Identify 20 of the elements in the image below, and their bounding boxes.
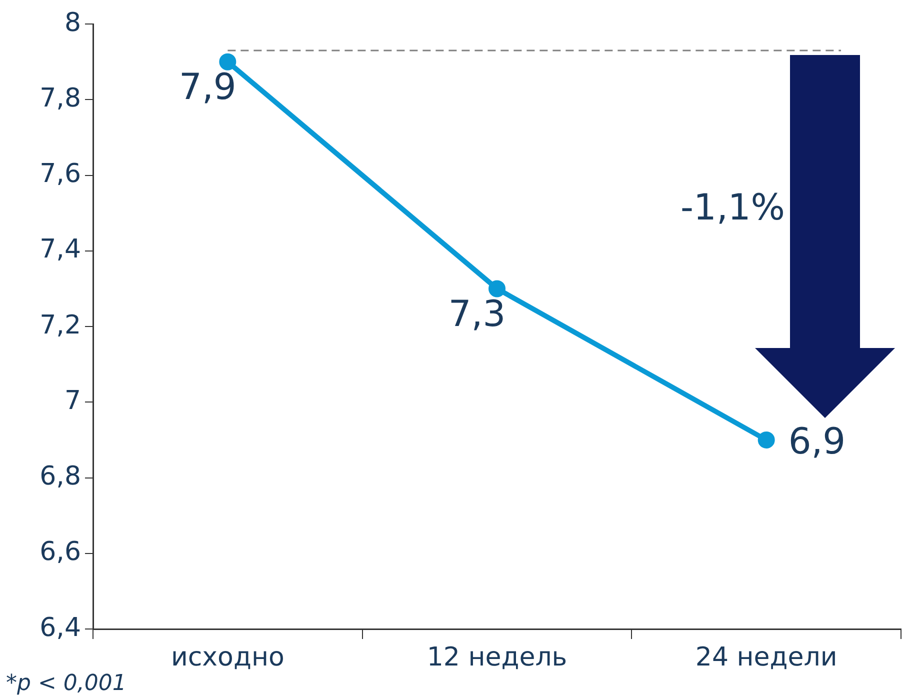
text: *p < 0,001 <box>6 671 126 696</box>
point <box>488 280 506 298</box>
y-tick-label: 7 <box>64 386 81 416</box>
y-tick-label: 8 <box>64 8 81 38</box>
point <box>758 431 775 448</box>
x-tick-label: 24 недели <box>695 642 838 672</box>
x-tick-label: исходно <box>170 642 284 672</box>
annotation: -1,1% <box>680 187 785 228</box>
data-label: 7,9 <box>179 67 236 108</box>
y-tick-label: 7,4 <box>40 234 81 265</box>
y-tick-label: 7,2 <box>40 310 81 340</box>
point <box>219 53 236 70</box>
data-label: 6,9 <box>788 421 846 462</box>
x-tick-label: 12 недель <box>426 642 568 672</box>
y-tick-label: 7,8 <box>40 83 81 114</box>
data-label: 7,3 <box>448 294 506 336</box>
y-tick-label: 6,4 <box>40 612 81 643</box>
y-tick-label: 6,8 <box>40 462 81 492</box>
y-tick-label: 6,6 <box>40 537 81 568</box>
y-tick-label: 7,6 <box>40 159 81 189</box>
